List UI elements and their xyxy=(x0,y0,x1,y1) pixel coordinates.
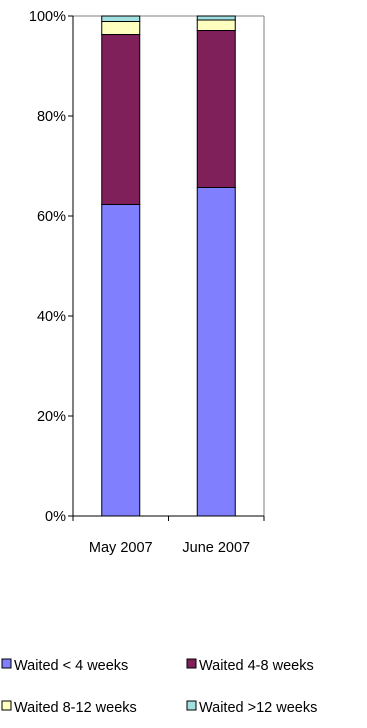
y-tick-label: 0% xyxy=(45,509,66,525)
legend-item-waited-8-12-weeks: Waited 8-12 weeks xyxy=(1,700,137,716)
legend-label: Waited 8-12 weeks xyxy=(14,700,137,716)
legend-swatch xyxy=(186,700,197,711)
bar-may-2007-waited-4-8-weeks xyxy=(101,34,141,205)
y-tick-label: 20% xyxy=(37,409,66,425)
x-tick-label: May 2007 xyxy=(89,540,153,556)
x-tick-label: June 2007 xyxy=(182,540,250,556)
bar-may-2007-waited-12-weeks xyxy=(101,15,141,22)
legend-label: Waited 4-8 weeks xyxy=(199,658,314,674)
chart-legend: Waited < 4 weeks Waited 4-8 weeks Waited 8… xyxy=(1,658,317,716)
legend-item-waited-12-weeks: Waited >12 weeks xyxy=(186,700,317,716)
y-tick-label: 100% xyxy=(29,9,66,25)
legend-label: Waited >12 weeks xyxy=(199,700,317,716)
bar-june-2007-waited-4-8-weeks xyxy=(196,30,236,188)
plot-area: 0% 20% 40% 60% 80% 100% May 2007 June 2007 xyxy=(29,9,265,556)
bar-june-2007-waited-4-weeks xyxy=(196,187,236,517)
legend-swatch xyxy=(1,700,12,711)
legend-swatch xyxy=(186,658,197,669)
y-tick-label: 40% xyxy=(37,309,66,325)
y-tick-label: 60% xyxy=(37,209,66,225)
bar-may-2007-waited-4-weeks xyxy=(101,204,141,517)
y-tick-label: 80% xyxy=(37,109,66,125)
legend-label: Waited < 4 weeks xyxy=(14,658,128,674)
legend-item-waited-4-weeks: Waited < 4 weeks xyxy=(1,658,128,674)
legend-item-waited-4-8-weeks: Waited 4-8 weeks xyxy=(186,658,314,674)
bar-may-2007-waited-8-12-weeks xyxy=(101,21,141,35)
legend-swatch xyxy=(1,658,12,669)
bar-june-2007-waited-12-weeks xyxy=(196,15,236,21)
bar-june-2007-waited-8-12-weeks xyxy=(196,19,236,31)
